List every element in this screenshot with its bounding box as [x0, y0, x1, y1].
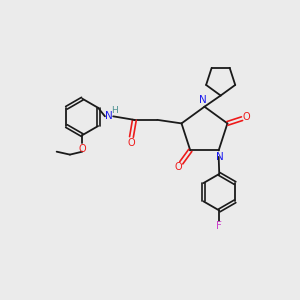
Text: N: N — [199, 95, 207, 105]
Text: O: O — [79, 144, 86, 154]
Text: N: N — [216, 152, 224, 162]
Text: N: N — [105, 111, 113, 121]
Text: O: O — [128, 138, 135, 148]
Text: O: O — [243, 112, 250, 122]
Text: O: O — [175, 162, 182, 172]
Text: H: H — [112, 106, 118, 115]
Text: F: F — [216, 221, 222, 231]
